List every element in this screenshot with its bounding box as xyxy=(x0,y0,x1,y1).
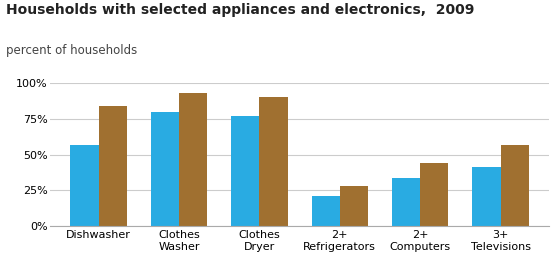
Bar xyxy=(501,145,529,226)
Bar xyxy=(71,145,99,226)
Bar xyxy=(340,186,368,226)
Text: Households with selected appliances and electronics,  2009: Households with selected appliances and … xyxy=(6,3,474,17)
Bar xyxy=(392,177,420,226)
Bar xyxy=(231,116,259,226)
Text: percent of households: percent of households xyxy=(6,44,137,57)
Bar xyxy=(312,196,340,226)
Bar xyxy=(99,106,127,226)
Bar xyxy=(151,112,179,226)
Bar xyxy=(420,163,449,226)
Bar xyxy=(473,168,501,226)
Bar xyxy=(259,97,287,226)
Bar xyxy=(179,93,207,226)
